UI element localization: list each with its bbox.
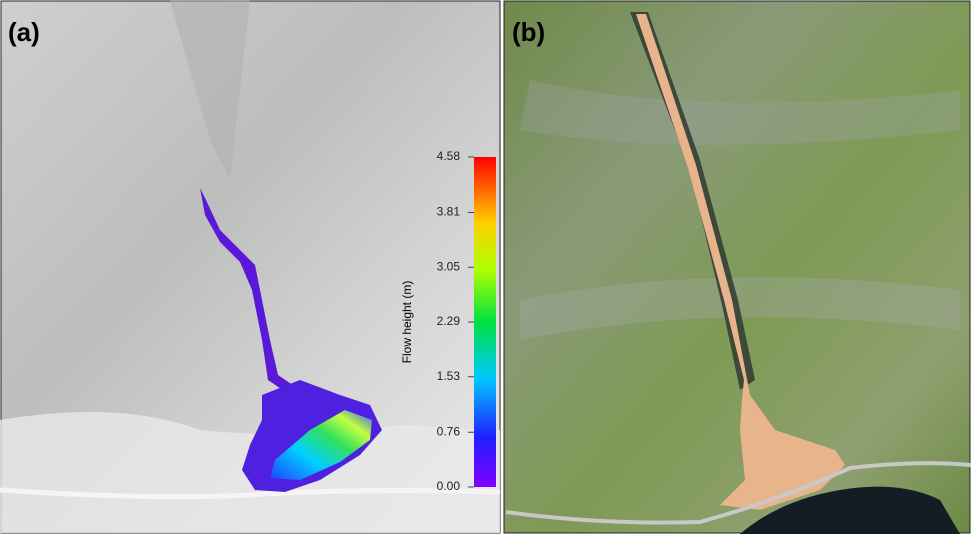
panel-label: (b) bbox=[512, 17, 545, 47]
tick-label: 3.81 bbox=[437, 205, 461, 219]
colorbar-title: Flow height (m) bbox=[400, 281, 414, 364]
aerial-photo bbox=[504, 1, 970, 533]
tick-label: 1.53 bbox=[437, 369, 461, 383]
tick-label: 0.00 bbox=[437, 479, 461, 493]
panel-label: (a) bbox=[8, 17, 40, 47]
figure: (a) Flow height (m) 0.00 0.76 1.53 2.29 3.05… bbox=[0, 0, 971, 534]
tick-label: 3.05 bbox=[437, 259, 461, 273]
tick-label: 4.58 bbox=[437, 149, 461, 163]
tick-label: 2.29 bbox=[437, 314, 461, 328]
colorbar bbox=[474, 157, 496, 487]
tick-label: 0.76 bbox=[437, 424, 461, 438]
